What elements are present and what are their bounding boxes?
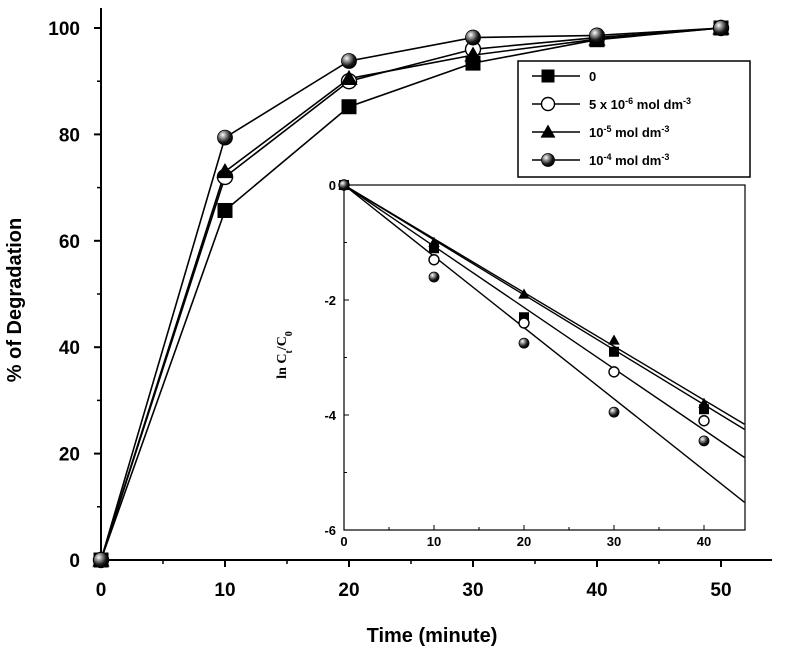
legend-marker-square — [541, 69, 555, 83]
inset-point-square — [429, 243, 439, 254]
inset-point-shaded-sphere — [338, 179, 350, 191]
legend-label-base: 0 — [589, 69, 596, 84]
data-point-shaded-sphere — [465, 29, 481, 46]
data-point-shaded-sphere — [589, 27, 605, 44]
inset-y-tick-label: -6 — [324, 523, 336, 538]
inset-point-open-circle — [608, 366, 620, 378]
inset-point-shaded-sphere — [518, 337, 530, 349]
legend-label-exp: -4 — [603, 152, 611, 162]
x-tick-label: 50 — [710, 580, 731, 601]
data-point-shaded-sphere — [341, 53, 357, 69]
inset-point-shaded-sphere — [698, 435, 710, 447]
legend-label-unit-exp: -3 — [683, 96, 691, 106]
inset-y-tick-label: -4 — [324, 408, 336, 423]
inset-y-tick-label: 0 — [329, 178, 336, 193]
legend-label-unit-exp: -3 — [661, 124, 669, 134]
x-axis-title: Time (minute) — [367, 625, 498, 647]
y-axis-title: % of Degradation — [4, 218, 26, 382]
x-tick-label: 0 — [96, 580, 107, 601]
y-tick-label: 0 — [69, 551, 80, 572]
y-tick-label: 100 — [48, 19, 80, 40]
inset-point-triangle — [698, 397, 710, 408]
series-line-2 — [100, 27, 722, 561]
inset-y-tick-label: -2 — [324, 293, 336, 308]
inset-point-shaded-sphere — [608, 406, 620, 418]
inset-y-axis-title-div: /C — [275, 336, 290, 351]
data-point-triangle — [340, 69, 358, 86]
inset-point-shaded-sphere — [428, 271, 440, 283]
data-point-shaded-sphere — [713, 20, 729, 36]
legend-label-base: 10 — [589, 125, 603, 140]
inset-y-axis-title-sub-0: 0 — [284, 331, 295, 336]
inset-point-open-circle — [698, 415, 710, 427]
inset-point-triangle — [608, 334, 620, 345]
inset-x-tick-label: 30 — [607, 534, 621, 549]
inset-fit-line-2 — [343, 184, 745, 425]
legend-marker-shaded-sphere — [541, 153, 555, 167]
x-tick-label: 30 — [462, 580, 483, 601]
inset-point-square — [609, 346, 619, 357]
legend-label-base: 10 — [589, 153, 603, 168]
inset-y-axis-title: ln Ct/C0 — [275, 331, 295, 379]
legend-label: 10-4 mol dm-3 — [589, 152, 669, 168]
inset-point-triangle — [428, 236, 440, 247]
x-tick-label: 20 — [338, 580, 359, 601]
legend-label-exp: -5 — [603, 124, 611, 134]
inset-point-open-circle — [428, 254, 440, 266]
legend-marker-triangle — [540, 124, 556, 138]
legend-label-unit: mol dm — [611, 125, 661, 140]
inset-point-square — [519, 312, 529, 323]
inset-fit-line-1 — [343, 184, 745, 459]
legend-label-exp: -6 — [625, 96, 633, 106]
y-tick-label: 60 — [59, 232, 80, 253]
inset-fit-line-0 — [343, 184, 745, 430]
inset-fit-line-3 — [343, 184, 745, 503]
legend-label-base: 5 x 10 — [589, 97, 625, 112]
inset-point-triangle — [518, 288, 530, 299]
data-point-triangle — [216, 163, 234, 179]
inset-x-tick-label: 0 — [340, 534, 347, 549]
data-point-triangle — [464, 46, 482, 62]
series-line-1 — [100, 27, 722, 561]
inset-point-open-circle — [518, 317, 530, 329]
y-tick-label: 20 — [59, 445, 80, 466]
legend-box — [517, 60, 751, 178]
legend-label-unit: mol dm — [633, 97, 683, 112]
legend-label: 10-5 mol dm-3 — [589, 124, 669, 140]
legend-label: 5 x 10-6 mol dm-3 — [589, 96, 691, 112]
data-point-shaded-sphere — [93, 552, 109, 568]
data-point-shaded-sphere — [217, 129, 233, 146]
legend-marker-open-circle — [540, 96, 556, 112]
inset-x-tick-label: 40 — [697, 534, 711, 549]
inset-x-tick-label: 10 — [427, 534, 441, 549]
legend-label: 0 — [589, 69, 596, 84]
inset-y-axis-title-ln: ln C — [275, 354, 290, 379]
inset-frame — [343, 184, 746, 531]
y-tick-label: 40 — [59, 338, 80, 359]
x-tick-label: 40 — [586, 580, 607, 601]
legend-label-unit: mol dm — [611, 153, 661, 168]
data-point-square — [217, 202, 233, 218]
legend-label-unit-exp: -3 — [661, 152, 669, 162]
inset-y-axis-title-sub-t: t — [284, 350, 295, 354]
y-tick-label: 80 — [59, 125, 80, 146]
inset-point-square — [699, 404, 709, 415]
inset-x-tick-label: 20 — [517, 534, 531, 549]
x-tick-label: 10 — [214, 580, 235, 601]
series-line-3 — [100, 27, 722, 561]
data-point-square — [341, 99, 357, 115]
